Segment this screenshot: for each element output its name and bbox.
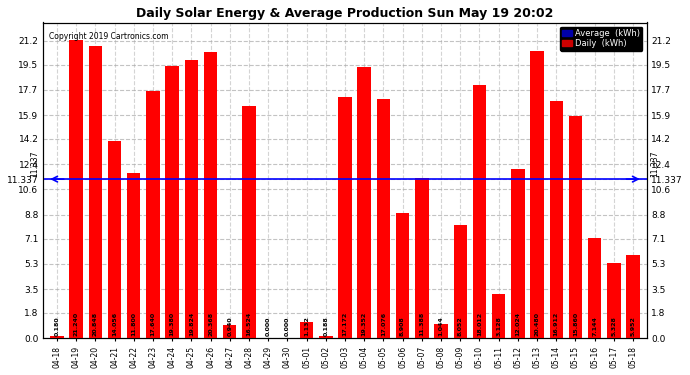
Bar bbox=[531, 51, 544, 338]
Legend: Average  (kWh), Daily  (kWh): Average (kWh), Daily (kWh) bbox=[560, 27, 642, 51]
Text: 20.368: 20.368 bbox=[208, 312, 213, 336]
Text: 11.337: 11.337 bbox=[651, 150, 660, 177]
Bar bbox=[108, 141, 121, 338]
Text: 17.076: 17.076 bbox=[381, 312, 386, 336]
Text: 18.012: 18.012 bbox=[477, 312, 482, 336]
Text: 19.380: 19.380 bbox=[170, 312, 175, 336]
Bar bbox=[473, 86, 486, 338]
Text: 20.848: 20.848 bbox=[92, 312, 98, 336]
Bar bbox=[588, 238, 602, 338]
Bar bbox=[377, 99, 390, 338]
Text: 3.128: 3.128 bbox=[496, 316, 501, 336]
Text: 0.000: 0.000 bbox=[266, 316, 270, 336]
Text: 0.180: 0.180 bbox=[55, 316, 59, 336]
Bar bbox=[242, 106, 256, 338]
Text: 5.328: 5.328 bbox=[611, 316, 616, 336]
Text: 11.388: 11.388 bbox=[420, 312, 424, 336]
Text: 5.952: 5.952 bbox=[631, 316, 635, 336]
Text: 19.824: 19.824 bbox=[189, 312, 194, 336]
Text: 11.337: 11.337 bbox=[30, 150, 39, 177]
Text: 15.860: 15.860 bbox=[573, 312, 578, 336]
Text: 17.172: 17.172 bbox=[342, 312, 348, 336]
Bar bbox=[223, 325, 237, 338]
Text: 12.024: 12.024 bbox=[515, 312, 520, 336]
Text: 8.908: 8.908 bbox=[400, 316, 405, 336]
Bar bbox=[453, 225, 467, 338]
Text: 16.912: 16.912 bbox=[554, 312, 559, 336]
Bar bbox=[300, 322, 313, 338]
Text: 0.188: 0.188 bbox=[324, 316, 328, 336]
Bar bbox=[50, 336, 63, 338]
Bar bbox=[434, 324, 448, 338]
Bar bbox=[549, 101, 563, 338]
Text: 17.640: 17.640 bbox=[150, 312, 155, 336]
Bar bbox=[607, 263, 620, 338]
Bar bbox=[338, 97, 352, 338]
Text: 19.352: 19.352 bbox=[362, 312, 366, 336]
Text: 11.800: 11.800 bbox=[131, 312, 136, 336]
Bar bbox=[396, 213, 409, 338]
Text: 21.240: 21.240 bbox=[74, 312, 79, 336]
Bar bbox=[569, 116, 582, 338]
Bar bbox=[204, 53, 217, 338]
Bar bbox=[146, 91, 159, 338]
Text: 14.056: 14.056 bbox=[112, 312, 117, 336]
Bar bbox=[185, 60, 198, 338]
Text: 0.000: 0.000 bbox=[285, 316, 290, 336]
Text: 1.044: 1.044 bbox=[439, 316, 444, 336]
Bar bbox=[492, 294, 505, 338]
Bar bbox=[166, 66, 179, 338]
Bar bbox=[319, 336, 333, 338]
Bar bbox=[357, 67, 371, 338]
Bar bbox=[70, 40, 83, 338]
Bar bbox=[127, 172, 141, 338]
Text: Copyright 2019 Cartronics.com: Copyright 2019 Cartronics.com bbox=[50, 32, 169, 41]
Title: Daily Solar Energy & Average Production Sun May 19 20:02: Daily Solar Energy & Average Production … bbox=[137, 7, 553, 20]
Text: 1.132: 1.132 bbox=[304, 316, 309, 336]
Text: 0.940: 0.940 bbox=[227, 316, 233, 336]
Bar bbox=[511, 170, 524, 338]
Bar bbox=[627, 255, 640, 338]
Text: 8.052: 8.052 bbox=[457, 316, 463, 336]
Text: 16.524: 16.524 bbox=[246, 312, 251, 336]
Text: 7.144: 7.144 bbox=[592, 316, 598, 336]
Bar bbox=[88, 46, 102, 338]
Bar bbox=[415, 178, 428, 338]
Text: 20.480: 20.480 bbox=[535, 312, 540, 336]
